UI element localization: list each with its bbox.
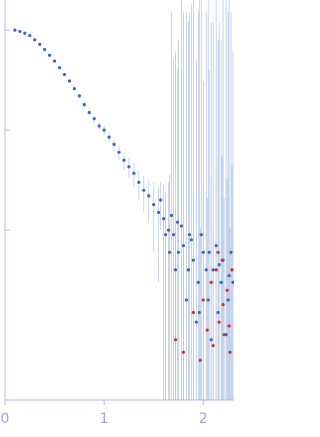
point [206, 298, 210, 302]
point [211, 343, 215, 348]
point [225, 288, 229, 292]
error-bars [14, 0, 234, 400]
point [57, 66, 62, 70]
point [157, 210, 161, 215]
point [92, 117, 96, 121]
point [222, 333, 226, 337]
point [217, 320, 221, 324]
point [217, 263, 221, 267]
point [205, 328, 209, 332]
point [191, 258, 195, 262]
point [169, 213, 174, 218]
point [227, 324, 231, 328]
point [171, 233, 176, 237]
point [209, 280, 213, 284]
point [102, 128, 106, 132]
point [184, 298, 189, 302]
point [28, 34, 32, 38]
point [211, 268, 215, 272]
chart: 0 1 2 [1, 0, 234, 427]
point [162, 217, 166, 221]
point [43, 47, 47, 52]
point [147, 194, 151, 198]
point [207, 250, 211, 254]
point [201, 250, 205, 254]
point [201, 298, 205, 302]
point [33, 38, 37, 42]
x-tick-label: 1 [100, 411, 109, 427]
point [216, 250, 220, 254]
point [152, 202, 156, 207]
point [194, 320, 198, 324]
point [196, 280, 200, 284]
point [117, 150, 121, 154]
point [77, 94, 81, 98]
points [13, 28, 234, 362]
x-tick-label: 2 [199, 411, 208, 427]
point [181, 243, 186, 248]
x-tick-label: 0 [1, 411, 10, 427]
point [72, 87, 76, 91]
point [142, 188, 146, 192]
point [191, 310, 195, 315]
point [137, 180, 141, 184]
point [112, 142, 116, 146]
point [52, 59, 57, 63]
point [166, 228, 171, 232]
point [173, 338, 178, 342]
point [176, 250, 181, 254]
point [199, 233, 203, 237]
point [163, 233, 168, 237]
point [67, 79, 72, 83]
point [107, 135, 111, 139]
point [179, 224, 184, 228]
point [204, 268, 208, 272]
point [175, 220, 180, 224]
point [48, 53, 52, 57]
point [186, 268, 190, 272]
point [214, 243, 218, 248]
point [127, 165, 131, 169]
point [167, 250, 172, 254]
point [229, 250, 233, 254]
point [230, 268, 234, 272]
point [87, 110, 91, 115]
point [221, 302, 225, 307]
point [198, 358, 202, 362]
point [132, 171, 136, 175]
point [13, 28, 17, 32]
point [189, 238, 193, 242]
point [122, 158, 126, 162]
point [231, 280, 234, 284]
point [82, 102, 86, 107]
point [181, 350, 186, 354]
point [226, 298, 230, 302]
point [216, 310, 220, 315]
point [159, 198, 163, 202]
point [228, 350, 232, 354]
point [38, 42, 42, 46]
point [62, 72, 67, 77]
point [18, 29, 22, 34]
point [197, 310, 201, 315]
point [227, 274, 231, 278]
point [187, 233, 191, 237]
point [23, 31, 27, 35]
point [220, 258, 224, 262]
point [173, 268, 178, 272]
point [97, 124, 101, 128]
point [209, 338, 213, 342]
point [214, 268, 218, 272]
point [219, 280, 223, 284]
